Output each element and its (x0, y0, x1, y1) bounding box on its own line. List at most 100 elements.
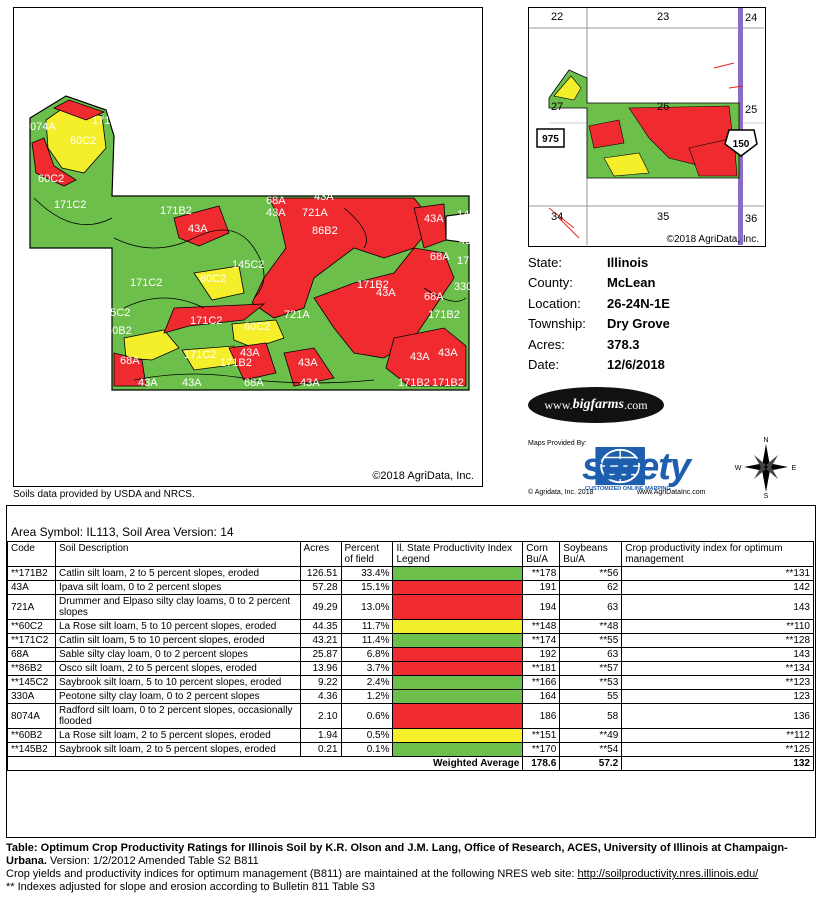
info-row-acres: Acres: 378.3 (528, 334, 670, 355)
col-header-soybeans: Soybeans Bu/A (559, 541, 623, 567)
soil-soybeans: 58 (559, 703, 623, 729)
soil-code: 330A (7, 689, 56, 704)
soil-cpi: **134 (621, 661, 814, 676)
table-row: 330A Peotone silty clay loam, 0 to 2 perc… (7, 689, 814, 704)
soil-percent: 33.4% (340, 566, 394, 581)
soil-cpi: 142 (621, 580, 814, 595)
soil-code: 43A (7, 580, 56, 595)
col-header-percent: Percent of field (340, 541, 394, 567)
surety-website[interactable]: www.AgriDataInc.com (637, 489, 706, 496)
soil-soybeans: 63 (559, 647, 623, 662)
soil-cpi: 143 (621, 594, 814, 620)
soil-percent: 11.7% (340, 619, 394, 634)
soil-zone-red (173, 205, 230, 247)
soil-corn: **151 (522, 728, 561, 743)
soil-cpi: **125 (621, 742, 814, 757)
compass-s: S (764, 493, 769, 498)
soil-map-label: 68A (424, 291, 444, 303)
soil-boundary (113, 229, 265, 299)
soil-description: Catlin silt loam, 5 to 10 percent slopes… (54, 633, 301, 648)
weighted-average-soy: 57.2 (559, 756, 623, 771)
soil-map-label: 145B (457, 209, 481, 221)
soil-zone-red (228, 342, 277, 381)
soil-cpi: **131 (621, 566, 814, 581)
soil-zone-yellow (193, 265, 245, 301)
soil-code: **60B2 (7, 728, 56, 743)
soils-data-note: Soils data provided by USDA and NRCS. (13, 489, 195, 500)
route-150-label: 150 (733, 139, 750, 150)
soil-map-label: 171B2 (428, 309, 460, 321)
bigfarms-logo[interactable]: www. bigfarms .com (528, 387, 664, 423)
surety-globe-icon (595, 447, 645, 486)
soil-map-label: 171C2 (130, 277, 162, 289)
legend-swatch (392, 566, 524, 581)
info-key: Township: (528, 316, 586, 332)
soil-acres: 25.87 (299, 647, 342, 662)
table-header-row: Code Soil Description Acres Percent of f… (7, 541, 814, 567)
soil-acres: 0.21 (299, 742, 342, 757)
soil-acres: 44.35 (299, 619, 342, 634)
maps-provided-label: Maps Provided By: (528, 440, 587, 447)
map-copyright: ©2018 AgriData, Inc. (372, 470, 474, 482)
soil-map-label: 60C2 (38, 173, 64, 185)
soil-corn: **174 (522, 633, 561, 648)
soil-boundary (423, 287, 467, 302)
locator-map: 975 150 22 23 24 27 26 25 34 35 36 ©2018… (528, 7, 766, 247)
highway-line (738, 8, 743, 245)
soil-acres: 1.94 (299, 728, 342, 743)
caption-line3: ** Indexes adjusted for slope and erosio… (6, 881, 375, 893)
soil-code: 8074A (7, 703, 56, 729)
soil-soybeans: **48 (559, 619, 623, 634)
table-row: **86B2 Osco silt loam, 2 to 5 percent slo… (7, 661, 814, 676)
soil-acres: 43.21 (299, 633, 342, 648)
legend-swatch (392, 742, 524, 757)
soil-corn: 191 (522, 580, 561, 595)
soil-map-label: 721A (284, 309, 310, 321)
soil-table-panel: Area Symbol: IL113, Soil Area Version: 1… (6, 505, 816, 838)
legend-swatch (392, 689, 524, 704)
weighted-average-cpi: 132 (621, 756, 814, 771)
bigfarms-prefix: www. (544, 397, 573, 412)
soil-acres: 126.51 (299, 566, 342, 581)
soil-soybeans: 63 (559, 594, 623, 620)
table-row: **60B2 La Rose silt loam, 2 to 5 percent … (7, 728, 814, 743)
soil-corn: 186 (522, 703, 561, 729)
soil-code: **60C2 (7, 619, 56, 634)
soil-map-label: 43A (410, 351, 430, 363)
col-header-corn: Corn Bu/A (522, 541, 561, 567)
info-key: Location: (528, 295, 581, 311)
soil-zone-red (113, 352, 147, 387)
section-number: 22 (551, 11, 564, 23)
info-value: Illinois (607, 254, 649, 270)
surety-wordmark: surety (582, 446, 691, 488)
soil-corn: 192 (522, 647, 561, 662)
caption-line2: Crop yields and productivity indices for… (6, 868, 578, 880)
soil-soybeans: **49 (559, 728, 623, 743)
soil-cpi: 136 (621, 703, 814, 729)
soil-percent: 0.6% (340, 703, 394, 729)
bigfarms-suffix: .com (623, 397, 648, 412)
soil-map-label: 145C2 (98, 307, 130, 319)
soil-map-label: 721A (302, 207, 328, 219)
legend-swatch (392, 594, 524, 620)
info-key: State: (528, 254, 562, 270)
soil-description: Catlin silt loam, 2 to 5 percent slopes,… (54, 566, 301, 581)
soil-boundary (123, 297, 205, 309)
soil-map-label: 171C2 (184, 349, 216, 361)
legend-swatch (392, 580, 524, 595)
soil-cpi: 143 (621, 647, 814, 662)
section-number: 23 (657, 11, 670, 23)
area-symbol-title: Area Symbol: IL113, Soil Area Version: 1… (11, 525, 234, 539)
table-row: 8074A Radford silt loam, 0 to 2 percent s… (7, 703, 814, 729)
weighted-average-row: Weighted Average 178.6 57.2 132 (6, 756, 814, 771)
soil-zone-yellow (231, 319, 285, 349)
soil-corn: **178 (522, 566, 561, 581)
compass-n: N (763, 437, 768, 444)
soil-zone-red (163, 303, 266, 334)
soil-map-label: 145C2 (232, 259, 264, 271)
soil-description: La Rose silt loam, 5 to 10 percent slope… (54, 619, 301, 634)
nres-link[interactable]: http://soilproductivity.nres.illinois.ed… (577, 868, 759, 880)
info-row-county: County: McLean (528, 273, 670, 294)
soil-soybeans: 55 (559, 689, 623, 704)
